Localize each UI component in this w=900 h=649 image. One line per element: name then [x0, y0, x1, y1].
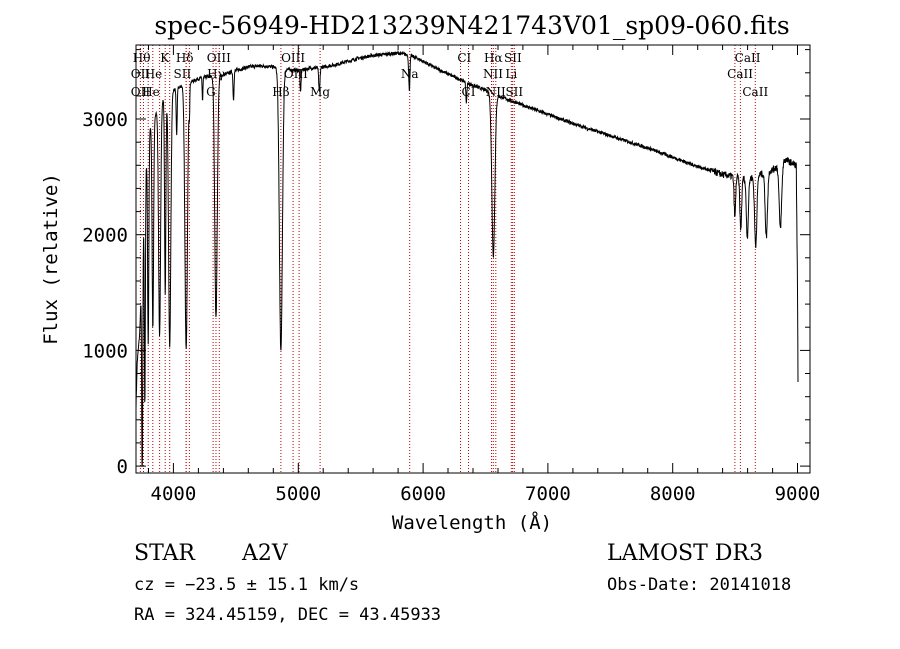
x-tick-label-3: 7000 [525, 483, 571, 505]
y-tick-label-2: 2000 [82, 225, 128, 247]
line-label-24: NII [486, 85, 506, 99]
line-label-10: He [145, 67, 163, 81]
x-tick-label-1: 5000 [275, 483, 321, 505]
x-axis-ticks: 4000 5000 6000 7000 8000 9000 [148, 45, 821, 505]
line-label-3: OIII [207, 51, 231, 65]
object-type: STAR [134, 541, 196, 566]
line-label-4: OIII [281, 51, 305, 65]
line-label-22: Mg [310, 85, 330, 99]
x-tick-label-0: 4000 [151, 483, 197, 505]
line-label-15: NII [483, 67, 503, 81]
line-label-20: G [206, 85, 216, 99]
line-label-11: SII [174, 67, 192, 81]
line-label-12: Hγ [207, 67, 225, 81]
line-label-17: CaII [727, 67, 753, 81]
x-tick-label-5: 9000 [775, 483, 821, 505]
y-axis-ticks: 0 1000 2000 3000 [82, 49, 810, 478]
y-axis-label: Flux (relative) [40, 173, 62, 345]
survey-name: LAMOST DR3 [607, 541, 763, 566]
line-label-5: CI [457, 51, 471, 65]
chart-title: spec-56949-HD213239N421743V01_sp09-060.f… [154, 11, 789, 40]
line-label-19: He [142, 85, 160, 99]
observation-date: Obs-Date: 20141018 [607, 575, 791, 595]
spectrum-line [135, 49, 799, 467]
line-label-1: K [160, 51, 170, 65]
x-axis-label: Wavelength (Å) [392, 511, 552, 534]
line-label-26: CaII [742, 85, 768, 99]
line-label-2: Hδ [176, 51, 194, 65]
line-markers [139, 45, 756, 473]
line-label-16: Li [505, 67, 517, 81]
y-tick-label-1: 1000 [82, 340, 128, 362]
redshift-velocity: cz = −23.5 ± 15.1 km/s [134, 575, 359, 595]
line-label-0: Hθ [133, 51, 151, 65]
line-label-8: CaII [735, 51, 761, 65]
line-label-6: Hα [484, 51, 503, 65]
y-tick-label-3: 3000 [82, 109, 128, 131]
line-label-7: SII [504, 51, 522, 65]
y-tick-label-0: 0 [117, 456, 128, 478]
line-label-25: SII [505, 85, 523, 99]
coordinates: RA = 324.45159, DEC = 43.45933 [134, 605, 441, 625]
x-tick-label-4: 8000 [650, 483, 696, 505]
spectral-subclass: A2V [241, 541, 289, 566]
x-tick-label-2: 6000 [400, 483, 446, 505]
line-label-21: Hβ [272, 85, 289, 99]
